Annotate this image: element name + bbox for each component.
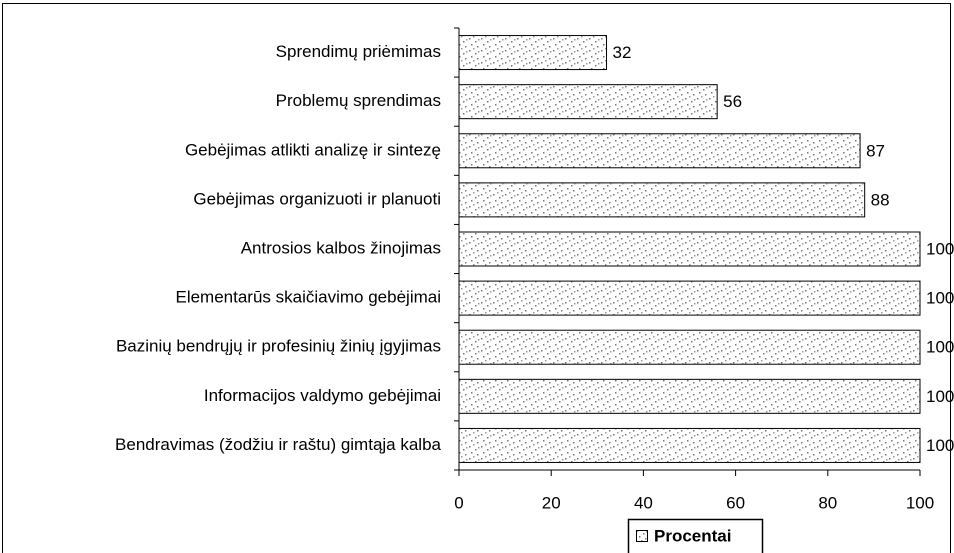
bar (458, 427, 921, 463)
legend-box (627, 518, 764, 553)
y-tick-label: Bazinių bendrųjų ir profesinių žinių įgy… (116, 337, 441, 356)
bar (458, 133, 861, 169)
chart-frame (2, 3, 951, 553)
x-tick-label: 100 (906, 493, 934, 512)
data-label: 100 (926, 338, 954, 357)
y-tick-label: Gebėjimas organizuoti ir planuoti (193, 189, 441, 208)
data-label: 100 (926, 239, 954, 258)
bar (458, 378, 921, 414)
y-tick-label: Problemų sprendimas (276, 91, 441, 110)
y-tick-label: Informacijos valdymo gebėjimai (204, 386, 441, 405)
legend-swatch (636, 530, 648, 542)
x-tick-label: 20 (542, 493, 561, 512)
data-label: 32 (613, 43, 632, 62)
bar (458, 231, 921, 267)
x-tick-label: 60 (726, 493, 745, 512)
bar (458, 329, 921, 365)
y-tick-label: Gebėjimas atlikti analizę ir sintezę (185, 140, 441, 159)
y-tick-label: Bendravimas (žodžiu ir raštu) gimtąja ka… (115, 435, 442, 454)
x-tick-label: 80 (818, 493, 837, 512)
y-tick-label: Antrosios kalbos žinojimas (241, 238, 441, 257)
data-label: 56 (723, 92, 742, 111)
bar (458, 182, 866, 218)
y-tick-label: Sprendimų priėmimas (276, 42, 441, 61)
bar (458, 84, 718, 120)
x-tick-label: 40 (634, 493, 653, 512)
data-label: 87 (866, 141, 885, 160)
y-tick-label: Elementarūs skaičiavimo gebėjimai (175, 288, 441, 307)
data-label: 100 (926, 387, 954, 406)
bar (458, 35, 608, 71)
bar (458, 280, 921, 316)
data-label: 88 (871, 190, 890, 209)
data-label: 100 (926, 289, 954, 308)
data-label: 100 (926, 436, 954, 455)
legend-label: Procentai (654, 526, 731, 545)
x-tick-label: 0 (454, 493, 463, 512)
